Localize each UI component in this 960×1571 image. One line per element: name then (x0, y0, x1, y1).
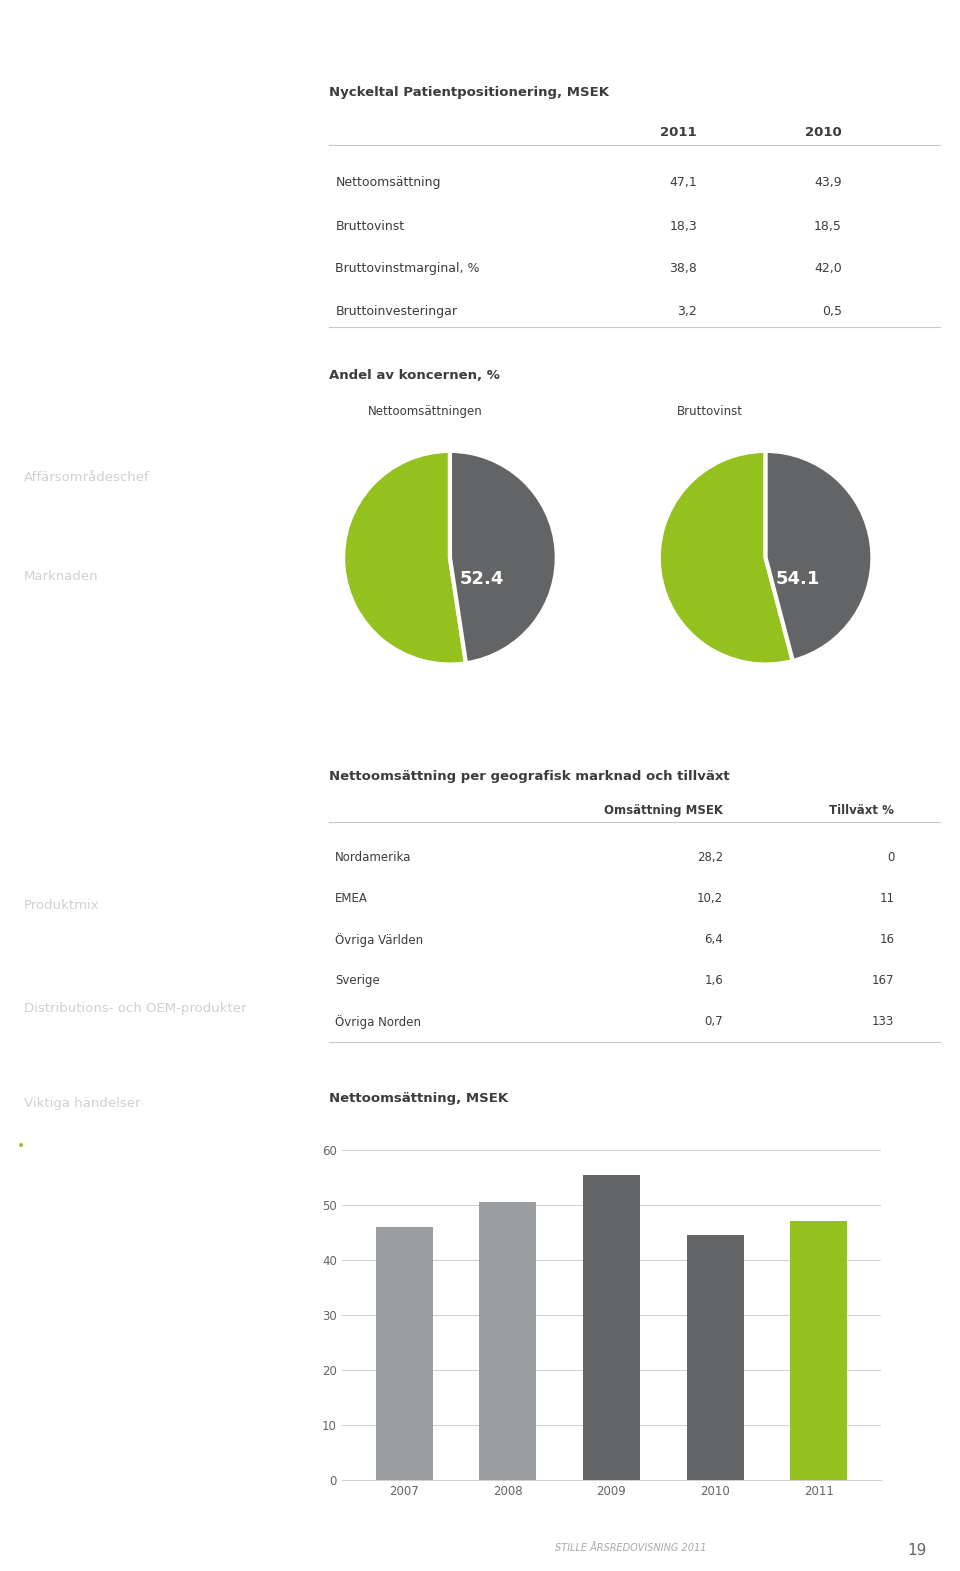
Text: Marknaden: Marknaden (24, 570, 99, 583)
Text: Nordamerika 59,9 % (64,5): Nordamerika 59,9 % (64,5) (24, 616, 179, 625)
Text: 0: 0 (887, 851, 895, 864)
Text: Andel av koncernen, %: Andel av koncernen, % (328, 369, 499, 382)
Text: 11: 11 (879, 892, 895, 905)
Text: Produktmix: Produktmix (24, 899, 100, 911)
Text: Sverige 3,4% (1,3): Sverige 3,4% (1,3) (24, 738, 131, 748)
Text: 6,4: 6,4 (705, 933, 723, 946)
Text: 10,2: 10,2 (697, 892, 723, 905)
Text: Nyckeltal Patientpositionering, MSEK: Nyckeltal Patientpositionering, MSEK (328, 86, 609, 99)
Text: Övriga världen 13,6% (12,6): Övriga världen 13,6% (12,6) (24, 698, 186, 710)
Text: Sverige: Sverige (335, 974, 380, 987)
Text: 42,0: 42,0 (814, 262, 842, 275)
Text: 2010: 2010 (804, 126, 842, 138)
Wedge shape (659, 451, 793, 665)
Text: Tillväxt %: Tillväxt % (829, 804, 895, 817)
Text: 43,9: 43,9 (814, 176, 842, 189)
Bar (686, 1235, 744, 1480)
Text: 47,1: 47,1 (669, 176, 697, 189)
Text: Distributions- och OEM-produkter: Distributions- och OEM-produkter (24, 1002, 247, 1015)
Text: Nettoomsättningen: Nettoomsättningen (368, 405, 483, 418)
Text: 1,6: 1,6 (705, 974, 723, 987)
Bar (790, 1221, 848, 1480)
Bar (583, 1175, 640, 1480)
Text: 0,5: 0,5 (822, 305, 842, 317)
Text: EMEA 21,7% (21,0): EMEA 21,7% (21,0) (24, 657, 133, 666)
Text: Bruttovinst: Bruttovinst (677, 405, 743, 418)
Text: STILLE ÅRSREDOVISNING 2011: STILLE ÅRSREDOVISNING 2011 (556, 1543, 707, 1552)
Text: 28,2: 28,2 (697, 851, 723, 864)
Text: Affärsområdeschef: Affärsområdeschef (24, 471, 150, 484)
Text: 18,3: 18,3 (669, 220, 697, 233)
Text: 16: 16 (879, 933, 895, 946)
Text: 167: 167 (872, 974, 895, 987)
Text: EMEA: EMEA (335, 892, 368, 905)
Text: Affärsområde
Patientpositionering: Affärsområde Patientpositionering (24, 189, 358, 262)
Text: Bruttovinst: Bruttovinst (335, 220, 404, 233)
Text: Nettoomsättning per geografisk marknad och tillväxt: Nettoomsättning per geografisk marknad o… (328, 770, 730, 782)
Text: Bruttovinstmarginal, %: Bruttovinstmarginal, % (335, 262, 480, 275)
Text: Omsättning MSEK: Omsättning MSEK (604, 804, 723, 817)
Text: 18,5: 18,5 (814, 220, 842, 233)
Text: 3,2: 3,2 (677, 305, 697, 317)
Wedge shape (450, 451, 557, 663)
Text: Övriga Norden 1,4% (0,6): Övriga Norden 1,4% (0,6) (24, 779, 170, 792)
Text: Enskilt största länder: USA och Japan.: Enskilt största länder: USA och Japan. (24, 820, 239, 829)
Text: Hög potential: USA, Japan, EMEA och Ryssland: Hög potential: USA, Japan, EMEA och Ryss… (24, 861, 289, 870)
Wedge shape (343, 451, 466, 665)
Text: 38,8: 38,8 (669, 262, 697, 275)
Text: Nordamerika: Nordamerika (335, 851, 412, 864)
Bar (375, 1227, 433, 1480)
Text: 54.1: 54.1 (776, 570, 820, 588)
Text: Ralph Tamm: Ralph Tamm (24, 509, 115, 522)
Text: 2011: 2011 (660, 126, 697, 138)
Text: Övriga Norden: Övriga Norden (335, 1015, 421, 1029)
Wedge shape (765, 451, 873, 661)
Text: 19: 19 (908, 1543, 927, 1558)
Text: Nettoomsättning, MSEK: Nettoomsättning, MSEK (328, 1092, 508, 1104)
Text: 52.4: 52.4 (460, 570, 504, 588)
Text: •: • (16, 1139, 25, 1153)
Text: ImagiQ™, Sonesta-serien, tillbehör och reservdelar
samt service.: ImagiQ™, Sonesta-serien, tillbehör och r… (24, 938, 316, 961)
Text: 0,7: 0,7 (705, 1015, 723, 1027)
Text: Övriga Världen: Övriga Världen (335, 933, 423, 947)
Text: Bruttoinvesteringar: Bruttoinvesteringar (335, 305, 457, 317)
Text: Under fjärde kvartalet 2011 inleddes ett större
utvecklingsprojekt drivet av kun: Under fjärde kvartalet 2011 inleddes ett… (24, 1139, 295, 1191)
Text: Nettoomsättning: Nettoomsättning (335, 176, 441, 189)
Text: Viktiga händelser: Viktiga händelser (24, 1097, 141, 1109)
Text: Inga: Inga (24, 1040, 49, 1049)
Text: 133: 133 (872, 1015, 895, 1027)
Bar (479, 1202, 537, 1480)
